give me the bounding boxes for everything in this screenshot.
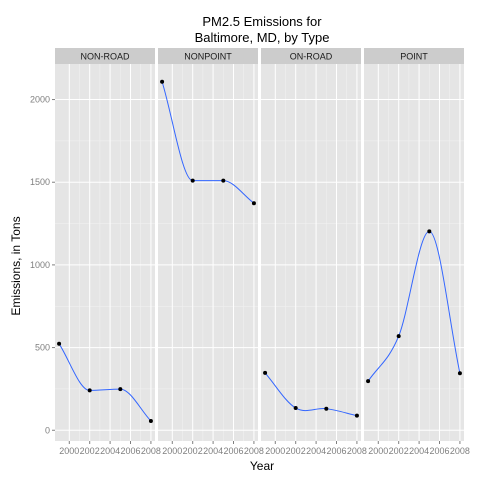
facet-panel: NON-ROAD 2000 2002 2004 2006 2008: [55, 48, 161, 456]
data-point: [221, 178, 226, 183]
facet-panel: POINT 2000 2002 2004 2006 2008: [364, 48, 470, 456]
x-tick-label: 2008: [244, 446, 264, 456]
y-tick-label: 500: [35, 343, 50, 353]
data-point: [57, 341, 62, 346]
x-tick-label: 2002: [183, 446, 203, 456]
data-point: [324, 406, 329, 411]
x-tick-label: 2008: [141, 446, 161, 456]
data-point: [251, 201, 256, 206]
x-tick-label: 2002: [389, 446, 409, 456]
facet-strip-label: POINT: [400, 52, 428, 62]
x-tick-label: 2008: [347, 446, 367, 456]
x-tick-label: 2008: [450, 446, 470, 456]
y-tick-label: 1500: [30, 177, 50, 187]
x-tick-label: 2002: [286, 446, 306, 456]
series-line: [367, 230, 461, 382]
data-point: [366, 379, 371, 384]
y-tick-label: 2000: [30, 95, 50, 105]
x-tick-label: 2006: [223, 446, 243, 456]
facet-strip: [261, 48, 361, 64]
data-point: [427, 229, 432, 234]
chart-title-line-1: PM2.5 Emissions for: [202, 14, 322, 29]
panel-background: [55, 64, 155, 441]
x-tick-label: 2006: [120, 446, 140, 456]
x-tick-label: 2004: [409, 446, 429, 456]
panel-background: [158, 64, 258, 441]
data-point: [148, 419, 153, 424]
facet-panel: NONPOINT 2000 2002 2004 2006 2008: [158, 48, 264, 456]
y-tick-label: 1000: [30, 260, 50, 270]
x-tick-label: 2004: [306, 446, 326, 456]
data-point: [87, 388, 92, 393]
y-axis-title: Emissions, in Tons: [9, 216, 23, 315]
x-tick-label: 2006: [326, 446, 346, 456]
x-tick-label: 2006: [429, 446, 449, 456]
facet-strip-label: NON-ROAD: [81, 52, 130, 62]
facet-strip-label: ON-ROAD: [290, 52, 333, 62]
facet-strip-label: NONPOINT: [184, 52, 232, 62]
data-point: [263, 370, 268, 375]
x-tick-label: 2000: [59, 446, 79, 456]
facet-strip: [158, 48, 258, 64]
x-tick-label: 2002: [80, 446, 100, 456]
x-tick-label: 2004: [203, 446, 223, 456]
panel-background: [364, 64, 464, 441]
facet-strip: [55, 48, 155, 64]
series-line: [58, 343, 152, 422]
chart-title-line-2: Baltimore, MD, by Type: [195, 30, 330, 45]
y-axis: 0 500 1000 1500 2000: [30, 95, 55, 435]
x-tick-label: 2000: [368, 446, 388, 456]
data-point: [293, 406, 298, 411]
data-point: [396, 334, 401, 339]
data-point: [160, 79, 165, 84]
panel-background: [261, 64, 361, 441]
data-point: [118, 387, 123, 392]
data-point: [457, 371, 462, 376]
data-point: [354, 413, 359, 418]
x-axis-title: Year: [250, 459, 274, 473]
y-tick-label: 0: [45, 425, 50, 435]
x-tick-label: 2000: [162, 446, 182, 456]
facet-strip: [364, 48, 464, 64]
data-point: [190, 178, 195, 183]
x-tick-label: 2004: [100, 446, 120, 456]
series-line: [161, 81, 255, 204]
series-line: [264, 372, 358, 417]
facet-panel: ON-ROAD 2000 2002 2004 2006 2008: [261, 48, 367, 456]
x-tick-label: 2000: [265, 446, 285, 456]
